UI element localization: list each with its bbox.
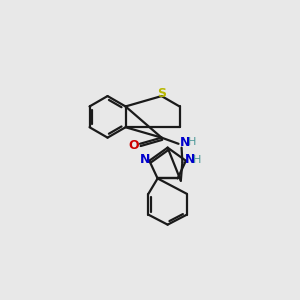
Text: N: N: [179, 136, 190, 149]
Text: N: N: [184, 154, 195, 166]
Text: O: O: [128, 139, 139, 152]
Text: H: H: [193, 155, 201, 165]
Text: N: N: [140, 154, 150, 166]
Text: H: H: [188, 137, 196, 147]
Text: S: S: [157, 87, 166, 100]
